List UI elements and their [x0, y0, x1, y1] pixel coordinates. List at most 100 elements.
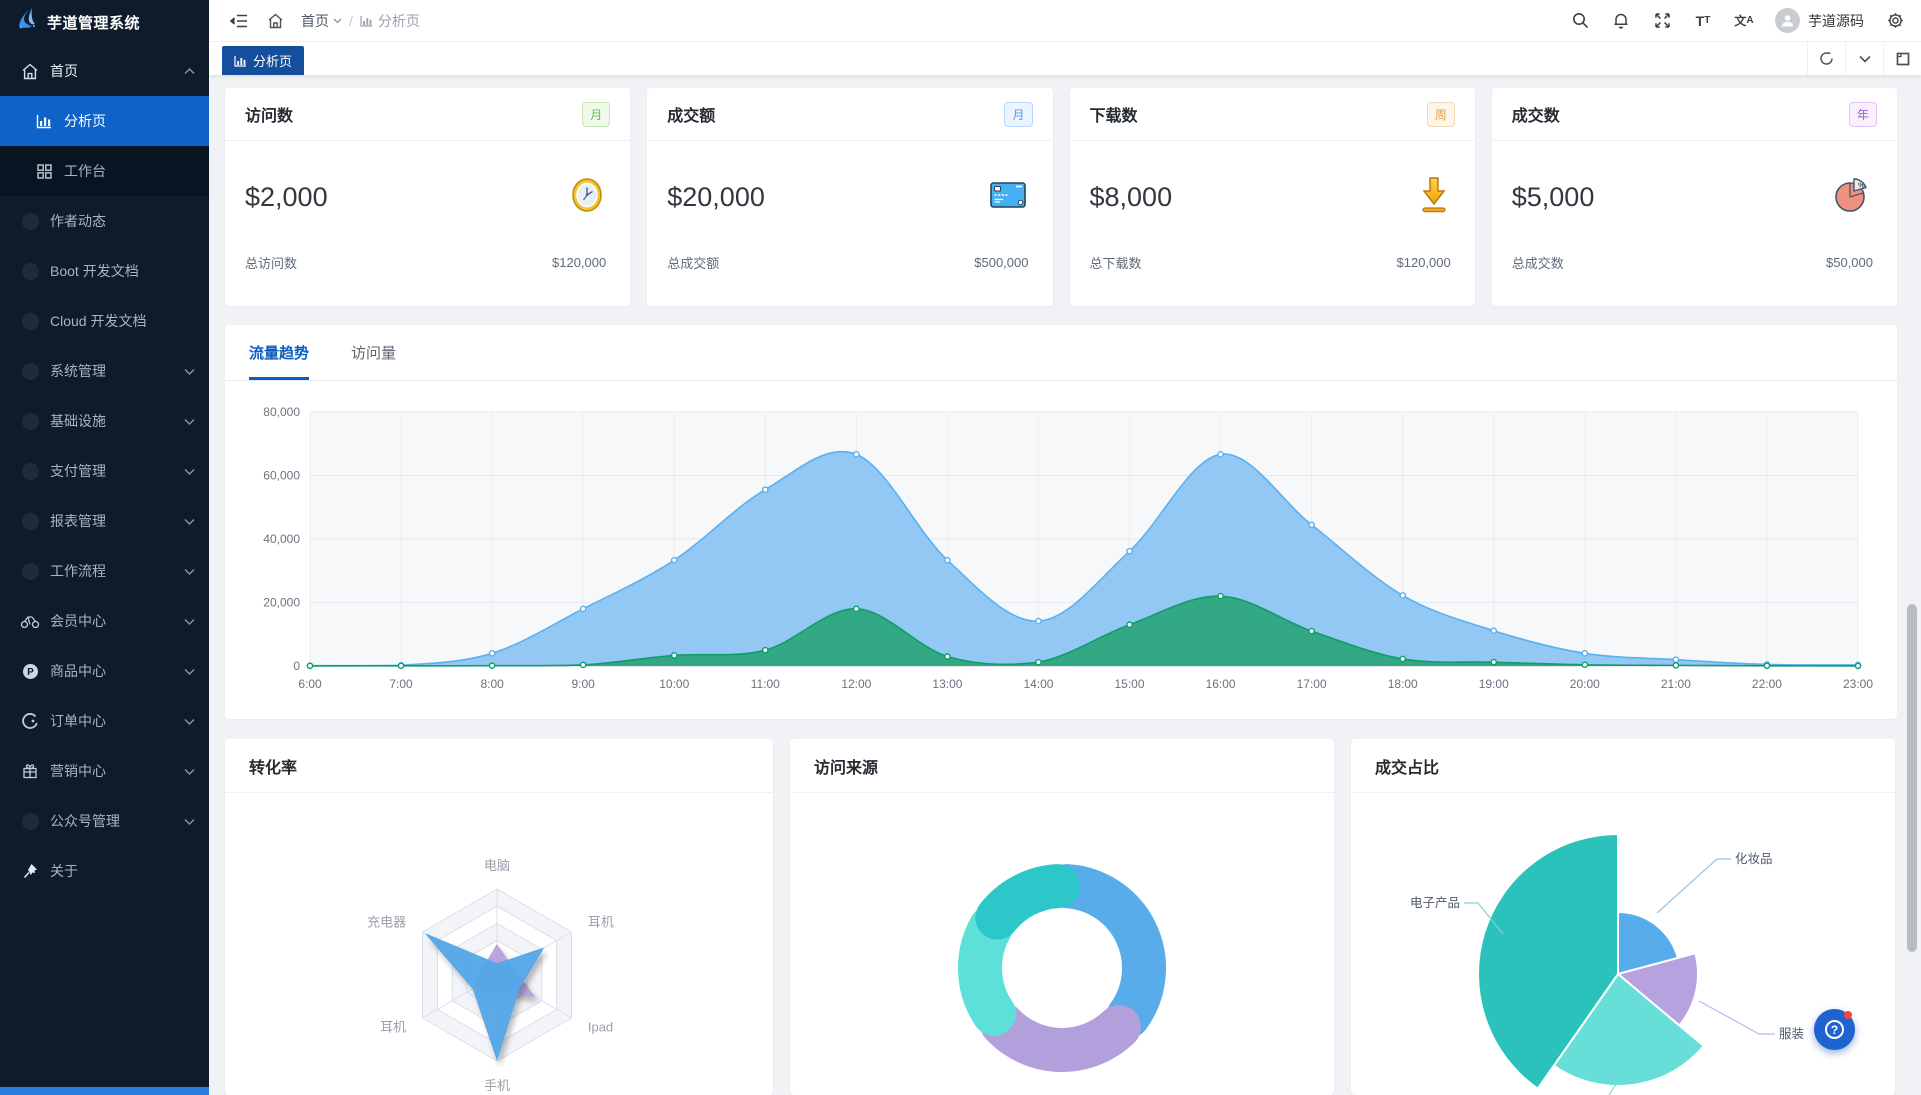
- sidebar-item[interactable]: Cloud 开发文档: [0, 296, 209, 346]
- card-footer-value: $120,000: [1396, 255, 1451, 270]
- tab-analysis-page[interactable]: 分析页: [222, 46, 305, 75]
- sidebar-item[interactable]: 关于: [0, 846, 209, 896]
- refresh-icon[interactable]: [1807, 42, 1845, 75]
- svg-text:17:00: 17:00: [1297, 677, 1327, 691]
- pie-chart-icon: %: [1833, 176, 1873, 219]
- stat-card-visits: 访问数 月 $2,000: [225, 88, 631, 306]
- tab-traffic-trend[interactable]: 流量趋势: [249, 325, 310, 380]
- traffic-trend-chart: 0 20,000 40,000 60,000 80,000 6:00 7:00 8:00 9:0…: [225, 381, 1897, 719]
- sidebar-item[interactable]: 作者动态: [0, 196, 209, 246]
- visit-source-panel: 访问来源: [790, 739, 1334, 1095]
- panel-title: 转化率: [225, 739, 773, 793]
- question-mark-icon: ?: [1825, 1020, 1844, 1039]
- tab-visit-volume[interactable]: 访问量: [351, 345, 397, 362]
- breadcrumb: 首页 / 分析页: [301, 11, 420, 31]
- home-icon: [20, 61, 40, 81]
- card-value: $20,000: [667, 181, 765, 212]
- stat-cards-row: 访问数 月 $2,000: [225, 88, 1897, 306]
- deal-share-panel: 成交占比 化妆品 服装 电子产品: [1351, 739, 1895, 1095]
- bank-card-icon: [989, 179, 1029, 216]
- svg-text:%: %: [1858, 180, 1865, 189]
- card-title: 下载数: [1089, 108, 1138, 125]
- svg-text:耳机: 耳机: [588, 915, 614, 930]
- sidebar-item[interactable]: 工作流程: [0, 546, 209, 596]
- tabbar: 分析页: [209, 42, 1921, 75]
- settings-gear-icon[interactable]: [1885, 11, 1905, 31]
- search-icon[interactable]: [1570, 11, 1590, 31]
- collapse-menu-icon[interactable]: [229, 11, 249, 31]
- product-icon: P: [20, 661, 40, 681]
- stat-card-deals: 成交数 年 $5,000 % 总成交数: [1491, 88, 1897, 306]
- main-content: 访问数 月 $2,000: [209, 75, 1921, 1095]
- svg-text:化妆品: 化妆品: [1735, 852, 1773, 866]
- vertical-scrollbar[interactable]: [1907, 604, 1917, 952]
- sidebar-item[interactable]: Boot 开发文档: [0, 246, 209, 296]
- home-icon[interactable]: [265, 11, 285, 31]
- svg-text:服装: 服装: [1779, 1027, 1804, 1041]
- grid-icon: [34, 161, 54, 181]
- dot-icon: [20, 361, 40, 381]
- notification-bell-icon[interactable]: [1611, 11, 1631, 31]
- svg-text:手机: 手机: [484, 1078, 510, 1093]
- sidebar-item[interactable]: P 商品中心: [0, 646, 209, 696]
- sidebar-item[interactable]: 基础设施: [0, 396, 209, 446]
- breadcrumb-root[interactable]: 首页: [301, 11, 342, 31]
- card-footer-label: 总成交数: [1511, 256, 1564, 271]
- svg-text:60,000: 60,000: [263, 469, 300, 483]
- sidebar-subitem[interactable]: 分析页: [0, 96, 209, 146]
- user-name: 芋道源码: [1808, 12, 1864, 29]
- help-button[interactable]: ?: [1814, 1009, 1855, 1050]
- sidebar-item[interactable]: 营销中心: [0, 746, 209, 796]
- card-footer-value: $120,000: [552, 255, 607, 270]
- sidebar-item[interactable]: 报表管理: [0, 496, 209, 546]
- stat-card-turnover: 成交额 月 $20,000: [647, 88, 1053, 306]
- user-menu[interactable]: 芋道源码: [1775, 8, 1864, 33]
- topbar: 首页 / 分析页: [209, 0, 1921, 42]
- card-footer-label: 总成交额: [667, 256, 720, 271]
- clock-icon: [568, 176, 606, 219]
- trend-tabs: 流量趋势 访问量: [225, 325, 1897, 381]
- tab-options-chevron-icon[interactable]: [1845, 42, 1883, 75]
- sidebar-item[interactable]: 会员中心: [0, 596, 209, 646]
- svg-text:电子产品: 电子产品: [1410, 896, 1460, 910]
- bar-chart-icon: [234, 55, 246, 67]
- svg-text:16:00: 16:00: [1206, 677, 1236, 691]
- sidebar-item[interactable]: 订单中心: [0, 696, 209, 746]
- stat-card-downloads: 下载数 周 $8,000 总下载数 $120,000: [1069, 88, 1475, 306]
- card-footer-value: $500,000: [974, 255, 1029, 270]
- fullscreen-icon[interactable]: [1652, 11, 1672, 31]
- conversion-radar-chart: 电脑 充电器 耳机 手机 Ipad 耳机: [225, 793, 773, 1095]
- svg-text:14:00: 14:00: [1023, 677, 1053, 691]
- svg-text:11:00: 11:00: [751, 677, 780, 691]
- card-value: $8,000: [1089, 181, 1173, 212]
- dot-icon: [20, 461, 40, 481]
- period-badge: 月: [1004, 101, 1033, 127]
- card-value: $2,000: [245, 181, 328, 212]
- conversion-rate-panel: 转化率 电脑 充电器 耳机 手机 Ipad 耳机: [225, 739, 773, 1095]
- svg-text:电脑: 电脑: [484, 858, 510, 873]
- svg-text:21:00: 21:00: [1661, 677, 1691, 691]
- sidebar-subitem[interactable]: 工作台: [0, 146, 209, 196]
- card-value: $5,000: [1511, 181, 1595, 212]
- svg-text:15:00: 15:00: [1115, 677, 1145, 691]
- sidebar-item[interactable]: 支付管理: [0, 446, 209, 496]
- dot-icon: [20, 511, 40, 531]
- download-icon: [1417, 175, 1451, 220]
- maximize-icon[interactable]: [1883, 42, 1921, 75]
- dot-icon: [20, 811, 40, 831]
- sidebar-item[interactable]: 公众号管理: [0, 796, 209, 846]
- svg-text:19:00: 19:00: [1479, 677, 1509, 691]
- sidebar-item[interactable]: 首页: [0, 46, 209, 96]
- logo[interactable]: 芋道管理系统: [0, 0, 209, 44]
- dot-icon: [20, 261, 40, 281]
- market-icon: [20, 761, 40, 781]
- card-footer-label: 总下载数: [1089, 256, 1142, 271]
- svg-text:8:00: 8:00: [480, 677, 504, 691]
- card-footer-value: $50,000: [1826, 255, 1873, 270]
- traffic-trend-panel: 流量趋势 访问量 0 20,000 40,000 60,000 80,000 6:00 7:…: [225, 325, 1897, 719]
- sidebar-item[interactable]: 系统管理: [0, 346, 209, 396]
- card-title: 成交数: [1511, 108, 1560, 125]
- dot-icon: [20, 311, 40, 331]
